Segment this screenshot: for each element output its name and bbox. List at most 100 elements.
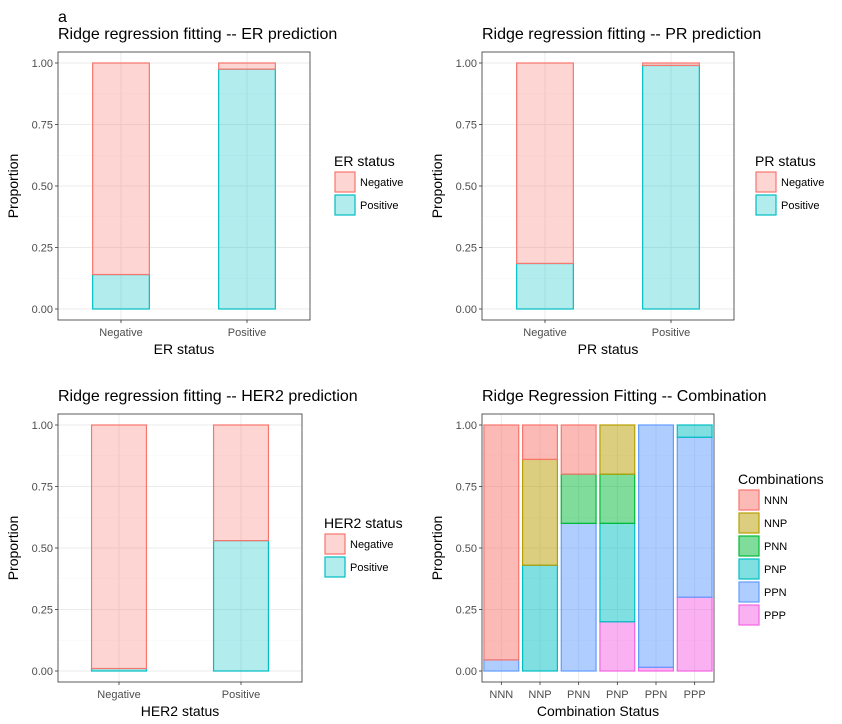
- bar-segment-positive-positive: [218, 68, 276, 310]
- bar-segment-nnp-nnn: [521, 424, 558, 461]
- x-tick-label: NNP: [528, 689, 551, 701]
- legend-key-positive: [324, 556, 346, 578]
- bar-segment-negative-positive: [92, 273, 150, 310]
- legend-title: ER status: [334, 153, 395, 169]
- bar-segment-nnp-nnp: [521, 458, 558, 566]
- chart-3: Ridge regression fitting -- HER2 predict…: [5, 388, 403, 719]
- y-tick-label: 0.50: [456, 181, 477, 193]
- chart-title: Ridge Regression Fitting -- Combination: [482, 388, 767, 405]
- y-tick-label: 0.00: [32, 666, 53, 678]
- bar-segment-positive-negative: [218, 62, 276, 70]
- y-tick-label: 0.25: [32, 605, 53, 617]
- legend: ER status Negative Positive: [334, 153, 403, 216]
- bar-segment-pnp-pnn: [599, 473, 636, 525]
- y-axis-label: Proportion: [429, 516, 445, 581]
- legend-label-ppn: PPN: [764, 587, 787, 599]
- legend-label-negative: Negative: [350, 539, 393, 551]
- chart-1: Ridge regression fitting -- ER predictio…: [5, 26, 403, 357]
- chart-title: Ridge regression fitting -- ER predictio…: [58, 26, 337, 43]
- bar-segment-pnn-ppn: [560, 522, 597, 672]
- x-axis-label: PR status: [578, 341, 639, 357]
- bar-segment-negative-negative: [516, 62, 574, 265]
- bar-segment-positive-positive: [642, 64, 700, 310]
- y-tick-label: 0.50: [32, 181, 53, 193]
- bar-segment-nnn-ppn: [483, 659, 520, 672]
- y-tick-label: 0.75: [32, 120, 53, 132]
- chart-title: Ridge regression fitting -- HER2 predict…: [58, 388, 358, 405]
- bar-segment-nnn-nnn: [483, 424, 520, 661]
- legend-key-pnn: [738, 535, 760, 557]
- chart-2: Ridge regression fitting -- PR predictio…: [429, 26, 824, 357]
- bar-segment-pnp-pnp: [599, 522, 636, 623]
- x-tick-label: PNN: [567, 689, 590, 701]
- y-tick-label: 0.75: [456, 120, 477, 132]
- bar-segment-nnp-pnp: [521, 564, 558, 672]
- bar-segment-ppp-pnp: [676, 424, 713, 438]
- legend-key-pnp: [738, 558, 760, 580]
- legend: HER2 status Negative Positive: [324, 515, 403, 578]
- y-tick-label: 0.50: [456, 543, 477, 555]
- chart-title: Ridge regression fitting -- PR predictio…: [482, 26, 761, 43]
- y-tick-label: 0.50: [32, 543, 53, 555]
- legend-title: Combinations: [738, 471, 824, 487]
- legend-key-negative: [334, 171, 356, 193]
- bar-segment-negative-positive: [516, 262, 574, 310]
- bar-segment-pnp-nnp: [599, 424, 636, 475]
- bar-segment-positive-negative: [642, 62, 700, 67]
- legend-key-positive: [755, 194, 777, 216]
- x-tick-label: NNN: [489, 689, 513, 701]
- legend-label-negative: Negative: [360, 177, 403, 189]
- legend-label-positive: Positive: [360, 200, 399, 212]
- y-tick-label: 0.25: [456, 605, 477, 617]
- panel-border: [481, 51, 735, 321]
- legend-label-ppp: PPP: [764, 610, 786, 622]
- legend-label-pnp: PNP: [764, 564, 787, 576]
- legend-key-negative: [755, 171, 777, 193]
- x-tick-label: Negative: [99, 327, 142, 339]
- legend-key-ppp: [738, 604, 760, 626]
- x-tick-label: PPN: [645, 689, 668, 701]
- x-tick-label: Positive: [222, 689, 261, 701]
- legend-label-positive: Positive: [781, 200, 820, 212]
- bar-segment-negative-negative: [90, 424, 148, 670]
- y-tick-label: 1.00: [456, 58, 477, 70]
- x-axis-label: HER2 status: [141, 703, 220, 719]
- legend-key-positive: [334, 194, 356, 216]
- y-axis-label: Proportion: [5, 154, 21, 219]
- y-tick-label: 0.00: [456, 304, 477, 316]
- legend-label-nnp: NNP: [764, 518, 787, 530]
- bar-segment-ppp-ppp: [676, 596, 713, 672]
- legend-key-ppn: [738, 581, 760, 603]
- x-axis-label: ER status: [154, 341, 215, 357]
- panel-border: [481, 413, 715, 683]
- y-axis-label: Proportion: [429, 154, 445, 219]
- x-tick-label: PPP: [684, 689, 706, 701]
- legend: Combinations NNN NNP PNN PNP PPN PPP: [738, 471, 824, 626]
- y-tick-label: 0.00: [456, 666, 477, 678]
- bar-segment-positive-negative: [212, 424, 270, 542]
- y-tick-label: 0.00: [32, 304, 53, 316]
- y-tick-label: 0.75: [32, 482, 53, 494]
- legend-label-positive: Positive: [350, 562, 389, 574]
- y-tick-label: 1.00: [32, 58, 53, 70]
- y-tick-label: 0.25: [32, 243, 53, 255]
- panel-border: [57, 51, 311, 321]
- x-tick-label: Positive: [228, 327, 267, 339]
- bar-segment-negative-negative: [92, 62, 150, 276]
- legend-title: HER2 status: [324, 515, 403, 531]
- legend-title: PR status: [755, 153, 816, 169]
- legend-label-negative: Negative: [781, 177, 824, 189]
- y-tick-label: 1.00: [32, 420, 53, 432]
- bar-segment-ppn-ppn: [637, 424, 674, 668]
- bar-segment-pnn-nnn: [560, 424, 597, 475]
- x-tick-label: Positive: [652, 327, 691, 339]
- y-tick-label: 0.75: [456, 482, 477, 494]
- legend: PR status Negative Positive: [755, 153, 824, 216]
- bar-segment-positive-positive: [212, 540, 270, 672]
- legend-key-negative: [324, 533, 346, 555]
- y-axis-label: Proportion: [5, 516, 21, 581]
- chart-4: Ridge Regression Fitting -- Combination 0…: [429, 388, 824, 719]
- legend-label-nnn: NNN: [764, 495, 788, 507]
- bar-segment-pnp-ppp: [599, 621, 636, 672]
